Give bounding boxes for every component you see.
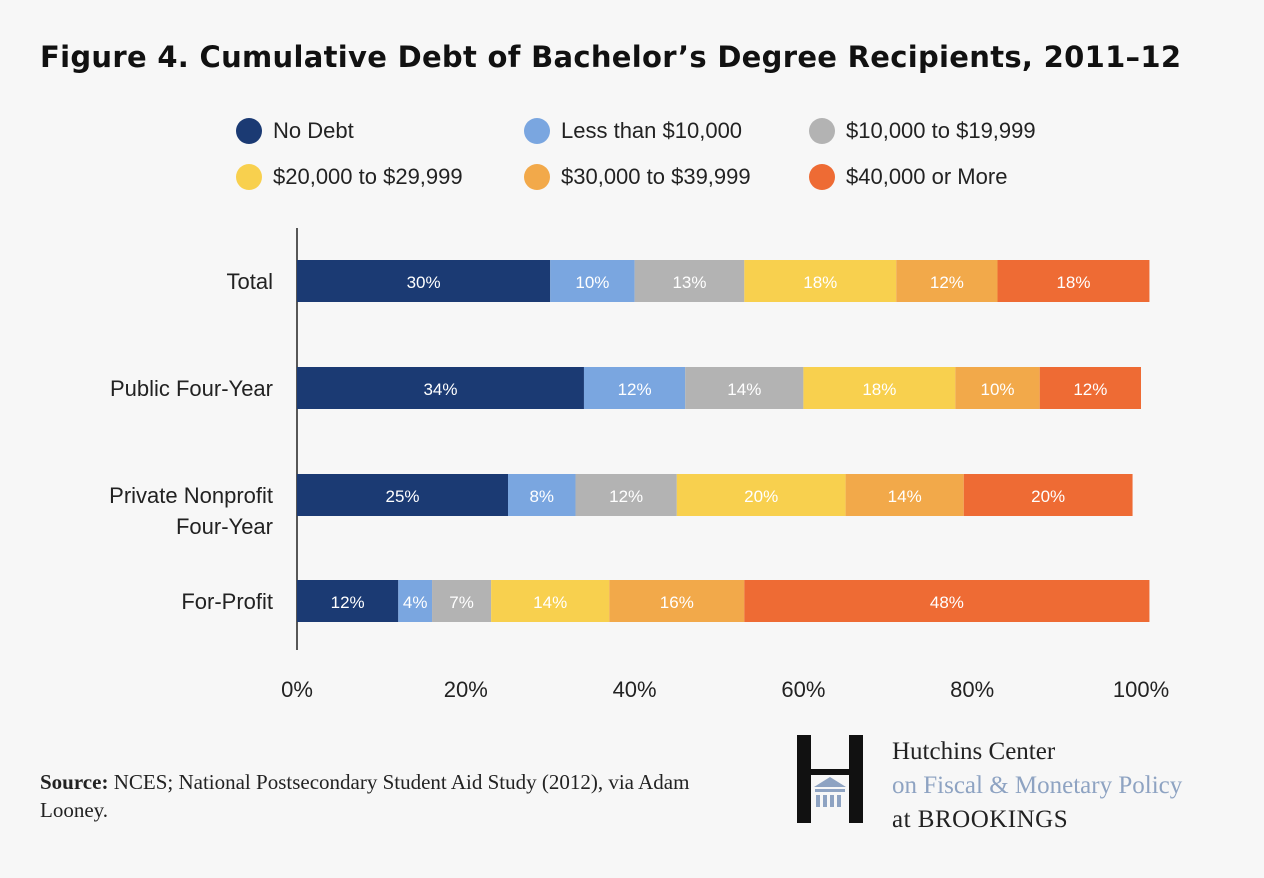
data-label: 12% [331, 593, 365, 612]
x-tick-label: 100% [1113, 677, 1169, 702]
chart-title: Figure 4. Cumulative Debt of Bachelor’s … [40, 40, 1182, 74]
legend-swatch [809, 164, 835, 190]
category-label: Total [227, 269, 273, 294]
data-label: 20% [1031, 487, 1065, 506]
data-label: 16% [660, 593, 694, 612]
data-label: 10% [575, 273, 609, 292]
legend-swatch [524, 164, 550, 190]
legend-item-40000-or-more: $40,000 or More [809, 164, 1007, 190]
data-label: 12% [930, 273, 964, 292]
bar-segment [297, 474, 508, 516]
hutchins-h-logo-icon [797, 735, 863, 823]
bar-segment [955, 367, 1040, 409]
legend-item-10000-to-19999: $10,000 to $19,999 [809, 118, 1036, 144]
legend-swatch [236, 118, 262, 144]
legend-label: $10,000 to $19,999 [846, 118, 1036, 143]
bar-segment [583, 367, 686, 409]
legend-item-no-debt: No Debt [236, 118, 354, 144]
data-label: 14% [888, 487, 922, 506]
legend-label: $30,000 to $39,999 [561, 164, 751, 189]
legend-item-30000-to-39999: $30,000 to $39,999 [524, 164, 751, 190]
data-label: 12% [618, 380, 652, 399]
data-label: 8% [529, 487, 554, 506]
bar-segment [803, 367, 956, 409]
bar-segment [963, 474, 1133, 516]
bar-segment [676, 474, 846, 516]
legend-label: Less than $10,000 [561, 118, 743, 143]
bar-segment [297, 367, 584, 409]
bar-segment [398, 580, 433, 622]
bar-segment [845, 474, 964, 516]
category-label: Four-Year [176, 514, 273, 539]
data-label: 10% [981, 380, 1015, 399]
x-tick-label: 80% [950, 677, 994, 702]
category-label: Public Four-Year [110, 376, 273, 401]
bar-segment [432, 580, 492, 622]
legend-label: $40,000 or More [846, 164, 1008, 189]
data-label: 34% [423, 380, 457, 399]
data-label: 7% [449, 593, 474, 612]
legend-item-less-than-10000: Less than $10,000 [524, 118, 742, 144]
legend-item-20000-to-29999: $20,000 to $29,999 [236, 164, 463, 190]
data-label: 18% [862, 380, 896, 399]
bar-segment [508, 474, 576, 516]
legend-swatch [524, 118, 550, 144]
data-label: 25% [385, 487, 419, 506]
bar-segment [297, 580, 399, 622]
logo-line-3: at BROOKINGS [892, 806, 1069, 833]
bar-segment [744, 580, 1150, 622]
category-label: For-Profit [181, 589, 273, 614]
logo-line-2: on Fiscal & Monetary Policy [892, 772, 1183, 799]
bar-segment [609, 580, 745, 622]
bar-segment [1039, 367, 1141, 409]
source-label: Source: [40, 770, 109, 794]
bar-segment [744, 260, 897, 302]
x-tick-label: 40% [613, 677, 657, 702]
data-label: 48% [930, 593, 964, 612]
data-label: 20% [744, 487, 778, 506]
chart-legend: No Debt Less than $10,000 $10,000 to $19… [236, 118, 1136, 208]
x-tick-label: 60% [781, 677, 825, 702]
data-label: 12% [1073, 380, 1107, 399]
bar-segment [896, 260, 998, 302]
legend-swatch [236, 164, 262, 190]
legend-label: No Debt [273, 118, 354, 143]
data-label: 18% [1056, 273, 1090, 292]
bar-segment [685, 367, 804, 409]
x-tick-label: 20% [444, 677, 488, 702]
x-tick-label: 0% [281, 677, 313, 702]
data-label: 18% [803, 273, 837, 292]
bar-segment [491, 580, 610, 622]
bar-segment [575, 474, 677, 516]
data-label: 12% [609, 487, 643, 506]
data-label: 14% [727, 380, 761, 399]
bar-segment [550, 260, 635, 302]
data-label: 14% [533, 593, 567, 612]
legend-swatch [809, 118, 835, 144]
data-label: 30% [407, 273, 441, 292]
source-note: Source: NCES; National Postsecondary Stu… [40, 768, 760, 824]
bar-segment [297, 260, 551, 302]
data-label: 4% [403, 593, 428, 612]
logo-line-1: Hutchins Center [892, 738, 1056, 765]
bar-segment [997, 260, 1150, 302]
source-text: NCES; National Postsecondary Student Aid… [40, 770, 690, 822]
category-label: Private Nonprofit [109, 483, 273, 508]
legend-label: $20,000 to $29,999 [273, 164, 463, 189]
hutchins-logo: Hutchins Center on Fiscal & Monetary Pol… [797, 735, 1237, 833]
bar-segment [634, 260, 745, 302]
data-label: 13% [672, 273, 706, 292]
